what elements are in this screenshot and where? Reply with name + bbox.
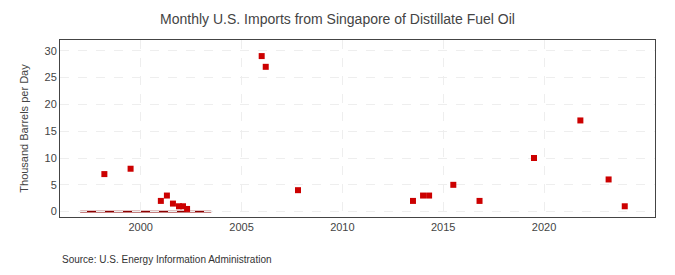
svg-text:0: 0: [51, 205, 57, 217]
svg-text:Monthly U.S. Imports from Sing: Monthly U.S. Imports from Singapore of D…: [160, 11, 515, 27]
svg-text:Source: U.S. Energy Informatio: Source: U.S. Energy Information Administ…: [62, 254, 272, 265]
svg-text:2005: 2005: [229, 221, 253, 233]
svg-text:25: 25: [45, 71, 57, 83]
svg-text:2015: 2015: [431, 221, 455, 233]
svg-text:5: 5: [51, 179, 57, 191]
svg-text:Thousand Barrels per Day: Thousand Barrels per Day: [18, 64, 30, 193]
svg-text:2000: 2000: [128, 221, 152, 233]
svg-text:20: 20: [45, 98, 57, 110]
svg-text:10: 10: [45, 152, 57, 164]
svg-text:30: 30: [45, 45, 57, 57]
svg-text:2020: 2020: [532, 221, 556, 233]
svg-text:2010: 2010: [330, 221, 354, 233]
svg-text:15: 15: [45, 125, 57, 137]
